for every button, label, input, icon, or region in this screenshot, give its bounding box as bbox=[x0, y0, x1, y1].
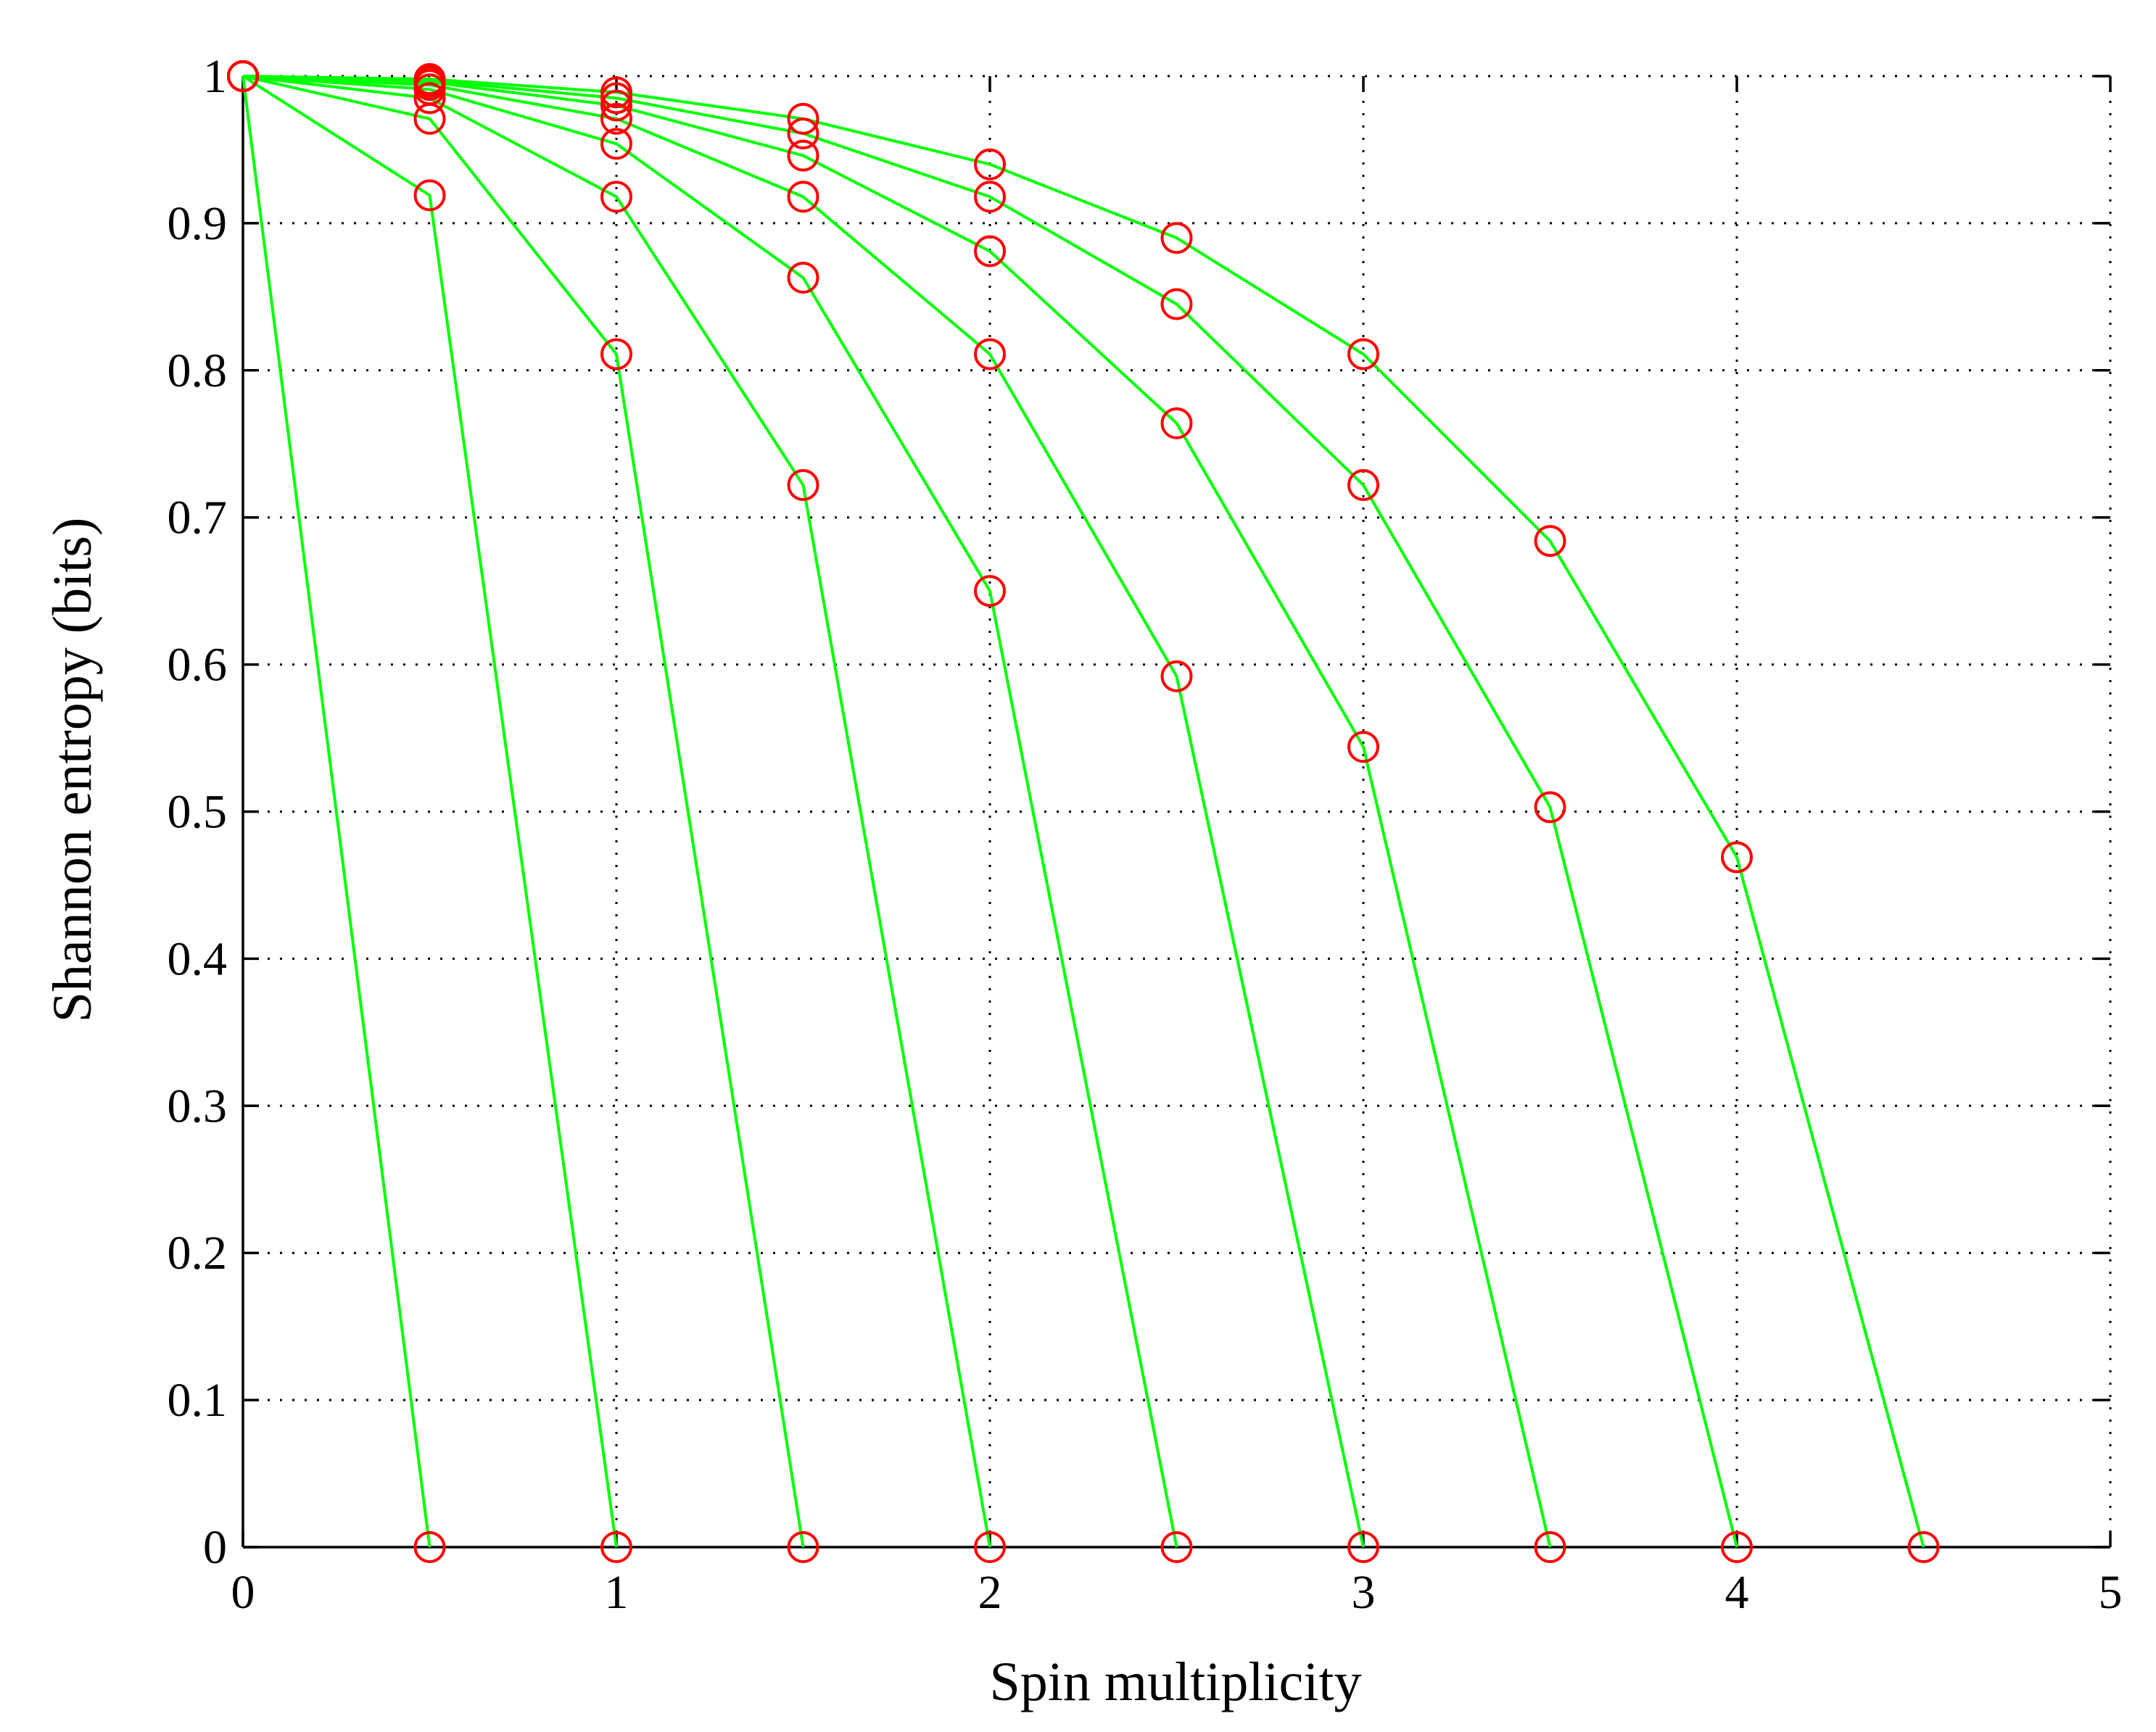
data-point bbox=[974, 1531, 1006, 1563]
data-point bbox=[974, 235, 1006, 268]
data-point bbox=[787, 261, 819, 294]
data-point bbox=[413, 179, 446, 212]
x-tick-label: 4 bbox=[1725, 1566, 1749, 1619]
x-tick-label: 3 bbox=[1352, 1566, 1376, 1619]
data-point bbox=[1534, 1531, 1566, 1563]
y-tick-label: 0.2 bbox=[168, 1227, 228, 1280]
data-point bbox=[787, 117, 819, 150]
data-point bbox=[600, 102, 632, 135]
series-line-2 bbox=[241, 75, 618, 1548]
series-line-3 bbox=[242, 75, 805, 1548]
x-tick-label: 0 bbox=[231, 1566, 255, 1619]
data-point bbox=[787, 181, 819, 213]
series-line-1 bbox=[241, 75, 431, 1548]
data-point bbox=[974, 575, 1006, 608]
x-tick-label: 2 bbox=[978, 1566, 1002, 1619]
series-line-4 bbox=[242, 75, 991, 1548]
series-line-7 bbox=[242, 75, 1552, 1548]
data-point bbox=[600, 89, 632, 122]
data-point bbox=[1721, 841, 1753, 874]
x-tick-label: 5 bbox=[2099, 1566, 2123, 1619]
y-tick-label: 0.3 bbox=[168, 1080, 228, 1132]
data-point bbox=[413, 63, 446, 96]
data-point bbox=[1907, 1531, 1940, 1563]
data-point bbox=[974, 181, 1006, 213]
x-axis-label: Spin multiplicity bbox=[989, 1652, 1361, 1712]
y-tick-label: 0 bbox=[203, 1521, 227, 1574]
data-point bbox=[600, 1531, 632, 1563]
data-point bbox=[600, 181, 632, 213]
data-point bbox=[974, 338, 1006, 370]
series-line-6 bbox=[242, 75, 1365, 1548]
data-point bbox=[1347, 338, 1379, 370]
y-tick-label: 0.4 bbox=[168, 932, 228, 985]
markers-group bbox=[227, 60, 1940, 1563]
y-tick-label: 0.8 bbox=[168, 344, 228, 397]
data-point bbox=[600, 128, 632, 160]
grid bbox=[243, 75, 2112, 1547]
y-tick-label: 0.9 bbox=[168, 197, 228, 250]
data-point bbox=[1347, 731, 1379, 763]
data-point bbox=[413, 82, 446, 115]
data-point bbox=[1347, 1531, 1379, 1563]
data-point bbox=[787, 469, 819, 502]
x-tick-label: 1 bbox=[605, 1566, 629, 1619]
series-line-8 bbox=[242, 75, 1738, 1548]
data-point bbox=[1160, 407, 1193, 439]
data-point bbox=[1534, 525, 1566, 558]
data-point bbox=[1534, 791, 1566, 824]
y-axis-label: Shannon entropy (bits) bbox=[42, 518, 103, 1023]
data-point bbox=[1160, 222, 1193, 254]
data-point bbox=[787, 102, 819, 135]
data-point bbox=[1160, 1531, 1193, 1563]
series-line-5 bbox=[242, 75, 1178, 1548]
data-point bbox=[1160, 288, 1193, 320]
y-tick-label: 0.1 bbox=[168, 1374, 228, 1427]
data-point bbox=[600, 76, 632, 109]
data-point bbox=[974, 148, 1006, 181]
data-point bbox=[1347, 469, 1379, 502]
y-tick-label: 0.6 bbox=[168, 639, 228, 692]
y-tick-label: 0.5 bbox=[168, 786, 228, 839]
series-line-9 bbox=[242, 75, 1925, 1548]
data-point bbox=[787, 1531, 819, 1563]
data-point bbox=[1721, 1531, 1753, 1563]
y-tick-label: 0.7 bbox=[168, 492, 228, 544]
axes bbox=[241, 76, 2110, 1549]
data-point bbox=[787, 139, 819, 172]
data-point bbox=[1160, 660, 1193, 692]
y-tick-label: 1 bbox=[203, 50, 227, 103]
data-point bbox=[413, 1531, 446, 1563]
data-point bbox=[227, 60, 259, 92]
data-point bbox=[600, 338, 632, 370]
